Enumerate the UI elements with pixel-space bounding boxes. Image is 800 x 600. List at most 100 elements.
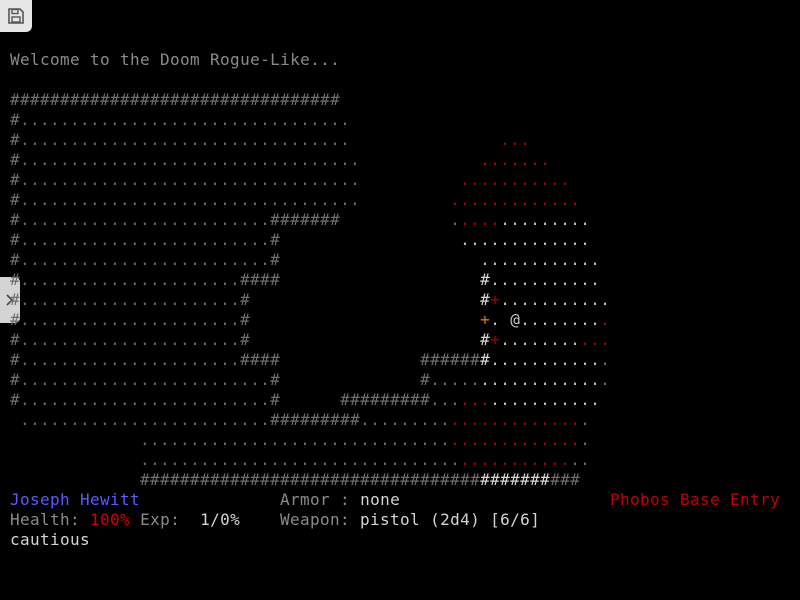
map-floor <box>280 370 420 389</box>
map-floor: ......................... <box>20 390 271 409</box>
map-floor: ....... <box>480 150 551 169</box>
map-floor: ......................... <box>20 230 271 249</box>
map-wall: # <box>10 290 21 309</box>
player-glyph: @ <box>510 310 521 329</box>
map-wall: ####### <box>480 470 551 489</box>
map-floor: ........ <box>520 310 601 329</box>
map-row: #.........................# ............ <box>10 250 610 270</box>
map-wall: # <box>480 270 491 289</box>
map-row: #.........................# ............… <box>10 230 610 250</box>
player-name: Joseph Hewitt <box>10 490 141 509</box>
map-door: + <box>480 310 491 329</box>
map-row: #......................#### #######.....… <box>10 350 610 370</box>
map-floor: ........... <box>460 450 571 469</box>
map-floor: .................................. <box>20 170 361 189</box>
side-panel-toggle[interactable] <box>0 277 20 323</box>
map-floor: ............ <box>480 250 601 269</box>
exp-label: Exp: <box>140 510 181 529</box>
map-row: #................................. <box>10 110 610 130</box>
map-floor <box>10 450 140 469</box>
map-wall: # <box>10 150 21 169</box>
map-wall: # <box>480 330 491 349</box>
map-floor <box>10 410 20 429</box>
map-floor <box>280 230 460 249</box>
map-floor: . <box>580 430 591 449</box>
map-wall: # <box>480 350 491 369</box>
map-floor: ... <box>580 330 611 349</box>
map-floor <box>350 130 500 149</box>
map-floor: ............. <box>460 230 591 249</box>
map-floor: ............. <box>450 410 581 429</box>
map-floor: ...................... <box>20 270 241 289</box>
map-wall: # <box>10 390 21 409</box>
weapon-line: Weapon: pistol (2d4) [6/6] <box>280 510 540 530</box>
map-row: ........................................… <box>10 450 610 470</box>
tactic-status: cautious <box>10 530 91 549</box>
armor-separator: : <box>340 490 351 509</box>
armor-line: Armor : none <box>280 490 400 510</box>
map-floor <box>250 290 480 309</box>
map-floor: . <box>600 310 611 329</box>
map-floor: . <box>490 310 501 329</box>
map-floor: ......................... <box>20 410 271 429</box>
map-floor <box>250 330 480 349</box>
map-door: + <box>490 290 501 309</box>
map-row: #.........................####### ......… <box>10 210 610 230</box>
map-floor <box>280 350 420 369</box>
map-floor: ...................... <box>20 310 241 329</box>
map-wall: ################################# <box>10 90 341 109</box>
weapon-value: pistol (2d4) [6/6] <box>360 510 541 529</box>
map-wall: ######### <box>340 390 431 409</box>
map-wall: # <box>10 170 21 189</box>
map-row: #......................# +. @......... <box>10 310 610 330</box>
health-label: Health: <box>10 510 81 529</box>
map-floor <box>280 270 480 289</box>
save-button[interactable] <box>0 0 32 32</box>
map-floor: ........... <box>500 290 611 309</box>
map-floor: ........ <box>500 330 581 349</box>
map-wall: # <box>10 350 21 369</box>
chevron-right-icon <box>6 294 14 306</box>
map-floor: ... <box>460 390 491 409</box>
floppy-disk-icon <box>8 8 24 24</box>
map-floor <box>250 310 480 329</box>
map-row: ........................................… <box>10 430 610 450</box>
map-floor: ..... <box>430 370 481 389</box>
health-line: Health: 100% Exp: 1/0% <box>10 510 240 530</box>
map-row: ################################# <box>10 90 610 110</box>
map-floor <box>500 310 510 329</box>
map-floor: ................................. <box>20 110 351 129</box>
map-floor <box>360 190 450 209</box>
map-floor <box>10 470 140 489</box>
map-wall: # <box>240 310 251 329</box>
map-floor: .. <box>570 450 591 469</box>
map-row: #......................# #+........... <box>10 330 610 350</box>
map-row: #.........................# #...........… <box>10 370 610 390</box>
map-wall: # <box>10 190 21 209</box>
map-row: #.................................. ....… <box>10 170 610 190</box>
map-floor <box>280 250 480 269</box>
map-row: #.........................# #########...… <box>10 390 610 410</box>
map-floor: ........... <box>460 170 571 189</box>
map-floor: .................................. <box>20 190 361 209</box>
map-floor: ...................... <box>20 350 241 369</box>
map-floor: . <box>600 370 611 389</box>
map-wall: # <box>10 230 21 249</box>
map-wall: # <box>240 290 251 309</box>
map-wall: ### <box>550 470 581 489</box>
map-floor: ......................... <box>20 370 271 389</box>
weapon-label: Weapon: <box>280 510 351 529</box>
map-wall: # <box>480 290 491 309</box>
dungeon-map: ################################# #......… <box>10 90 610 490</box>
level-name: Phobos Base Entry <box>610 490 781 509</box>
map-floor: ...................... <box>20 330 241 349</box>
map-wall: # <box>10 370 21 389</box>
health-value: 100% <box>90 510 131 529</box>
map-wall: # <box>270 370 281 389</box>
map-wall: ####### <box>270 210 341 229</box>
armor-value: none <box>360 490 401 509</box>
map-row: #................................. ... <box>10 130 610 150</box>
exp-value: 1/0% <box>200 510 241 529</box>
map-floor: ... <box>430 390 461 409</box>
map-wall: # <box>420 370 431 389</box>
